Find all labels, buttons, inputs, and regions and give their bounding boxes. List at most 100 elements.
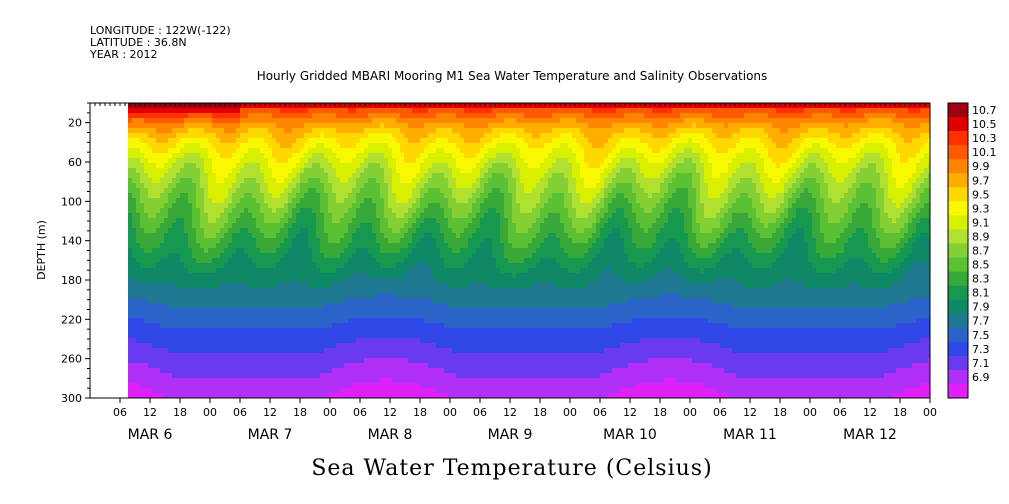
- heatmap-cell: [316, 113, 321, 119]
- heatmap-cell: [388, 153, 393, 159]
- heatmap-cell: [204, 188, 209, 194]
- heatmap-cell: [280, 313, 285, 319]
- heatmap-cell: [184, 273, 189, 279]
- heatmap-cell: [200, 313, 205, 319]
- heatmap-cell: [236, 188, 241, 194]
- heatmap-cell: [156, 318, 161, 324]
- heatmap-cell: [436, 233, 441, 239]
- heatmap-cell: [148, 183, 153, 189]
- heatmap-cell: [340, 383, 345, 389]
- heatmap-cell: [176, 233, 181, 239]
- heatmap-cell: [192, 353, 197, 359]
- heatmap-cell: [268, 258, 273, 264]
- heatmap-cell: [164, 223, 169, 229]
- heatmap-cell: [292, 153, 297, 159]
- heatmap-cell: [340, 113, 345, 119]
- heatmap-cell: [260, 293, 265, 299]
- heatmap-cell: [368, 308, 373, 314]
- heatmap-cell: [436, 388, 441, 394]
- heatmap-cell: [276, 283, 281, 289]
- heatmap-cell: [388, 308, 393, 314]
- heatmap-cell: [308, 143, 313, 149]
- heatmap-cell: [408, 368, 413, 374]
- heatmap-cell: [156, 263, 161, 269]
- heatmap-cell: [388, 243, 393, 249]
- heatmap-cell: [312, 338, 317, 344]
- heatmap-cell: [296, 163, 301, 169]
- heatmap-cell: [180, 123, 185, 129]
- heatmap-cell: [296, 203, 301, 209]
- heatmap-cell: [400, 378, 405, 384]
- heatmap-cell: [396, 248, 401, 254]
- heatmap-cell: [404, 228, 409, 234]
- heatmap-cell: [192, 143, 197, 149]
- heatmap-cell: [296, 143, 301, 149]
- heatmap-cell: [224, 163, 229, 169]
- heatmap-cell: [320, 213, 325, 219]
- heatmap-cell: [368, 163, 373, 169]
- heatmap-cell: [140, 248, 145, 254]
- heatmap-cell: [280, 238, 285, 244]
- heatmap-cell: [188, 338, 193, 344]
- heatmap-cell: [384, 203, 389, 209]
- heatmap-cell: [364, 103, 369, 109]
- heatmap-cell: [364, 288, 369, 294]
- heatmap-cell: [128, 303, 133, 309]
- heatmap-cell: [216, 188, 221, 194]
- heatmap-cell: [344, 148, 349, 154]
- heatmap-cell: [316, 308, 321, 314]
- heatmap-cell: [432, 178, 437, 184]
- heatmap-cell: [208, 133, 213, 139]
- heatmap-cell: [380, 368, 385, 374]
- heatmap-cell: [376, 108, 381, 114]
- heatmap-cell: [132, 338, 137, 344]
- heatmap-cell: [148, 303, 153, 309]
- heatmap-cell: [328, 303, 333, 309]
- heatmap-cell: [448, 198, 453, 204]
- heatmap-cell: [360, 218, 365, 224]
- heatmap-cell: [396, 143, 401, 149]
- heatmap-cell: [196, 253, 201, 259]
- heatmap-cell: [196, 368, 201, 374]
- heatmap-cell: [244, 183, 249, 189]
- heatmap-cell: [128, 368, 133, 374]
- heatmap-cell: [296, 168, 301, 174]
- heatmap-cell: [336, 248, 341, 254]
- heatmap-cell: [208, 313, 213, 319]
- heatmap-cell: [308, 388, 313, 394]
- heatmap-cell: [408, 288, 413, 294]
- heatmap-cell: [164, 183, 169, 189]
- heatmap-cell: [204, 363, 209, 369]
- heatmap-cell: [428, 288, 433, 294]
- heatmap-cell: [464, 148, 469, 154]
- heatmap-cell: [304, 283, 309, 289]
- heatmap-cell: [312, 208, 317, 214]
- heatmap-cell: [228, 303, 233, 309]
- heatmap-cell: [224, 288, 229, 294]
- heatmap-cell: [388, 363, 393, 369]
- heatmap-cell: [320, 273, 325, 279]
- heatmap-cell: [316, 158, 321, 164]
- heatmap-cell: [204, 108, 209, 114]
- heatmap-cell: [320, 203, 325, 209]
- heatmap-cell: [384, 223, 389, 229]
- heatmap-cell: [408, 328, 413, 334]
- heatmap-cell: [348, 138, 353, 144]
- heatmap-cell: [216, 163, 221, 169]
- heatmap-cell: [328, 193, 333, 199]
- heatmap-cell: [172, 113, 177, 119]
- heatmap-cell: [312, 133, 317, 139]
- heatmap-cell: [168, 243, 173, 249]
- heatmap-cell: [340, 353, 345, 359]
- heatmap-cell: [172, 383, 177, 389]
- heatmap-cell: [308, 258, 313, 264]
- heatmap-cell: [416, 313, 421, 319]
- heatmap-cell: [336, 358, 341, 364]
- heatmap-cell: [356, 113, 361, 119]
- heatmap-cell: [440, 283, 445, 289]
- heatmap-cell: [424, 143, 429, 149]
- heatmap-cell: [460, 108, 465, 114]
- heatmap-cell: [304, 233, 309, 239]
- heatmap-cell: [452, 353, 457, 359]
- heatmap-cell: [428, 128, 433, 134]
